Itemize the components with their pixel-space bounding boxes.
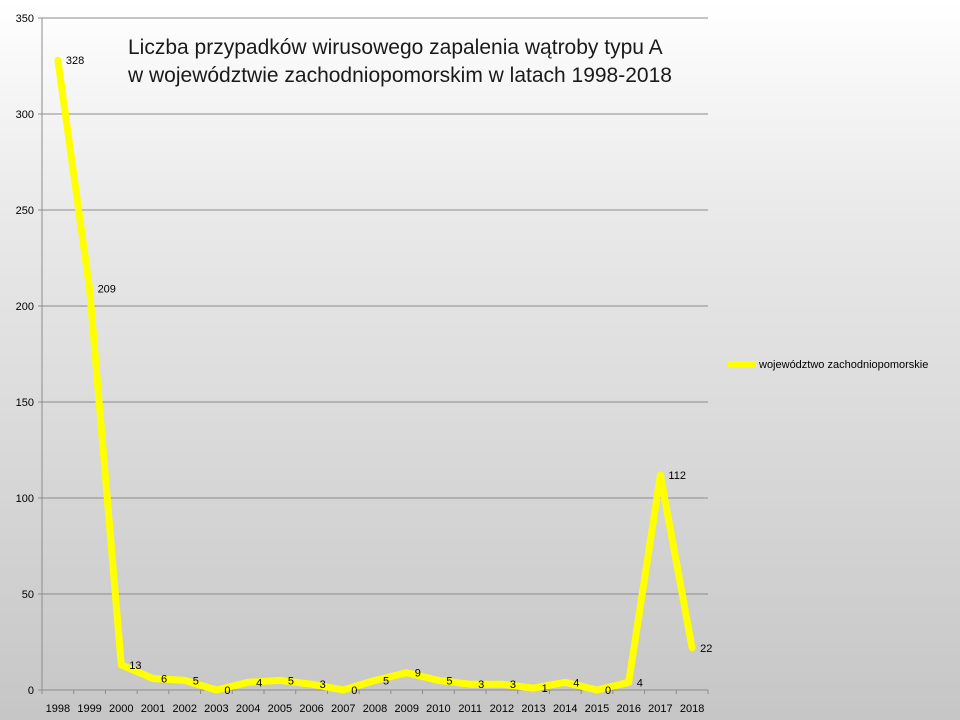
data-label-2016: 4	[637, 677, 643, 689]
data-label-2013: 1	[542, 683, 548, 695]
chart-title-line-1: Liczba przypadków wirusowego zapalenia w…	[128, 36, 663, 59]
y-tick-label-100: 100	[16, 493, 34, 505]
data-label-2009: 9	[415, 668, 421, 680]
x-tick-label-2015: 2015	[585, 703, 609, 715]
x-tick-label-2016: 2016	[616, 703, 640, 715]
x-tick-label-2017: 2017	[648, 703, 672, 715]
data-label-2014: 4	[573, 677, 579, 689]
data-labels: 328 209 13 6 5 0 4 5 3 0 5 9 5 3 3 1 4 0 4 112 22	[66, 55, 713, 697]
data-label-2017: 112	[668, 470, 686, 482]
x-tick-label-2002: 2002	[172, 703, 196, 715]
x-tick-label-2005: 2005	[268, 703, 292, 715]
x-tick-label-2008: 2008	[363, 703, 387, 715]
data-label-2015: 0	[605, 685, 611, 697]
data-label-2001: 6	[161, 673, 167, 685]
chart-title-line-2: w województwie zachodniopomorskim w lata…	[127, 64, 672, 87]
y-tick-label-300: 300	[16, 109, 34, 121]
data-label-2000: 13	[129, 660, 141, 672]
gridlines	[42, 17, 708, 595]
y-tick-label-200: 200	[16, 301, 34, 313]
y-axis-tick-labels: 0 50 100 150 200 250 300 350	[16, 13, 34, 697]
legend: województwo zachodniopomorskie	[728, 359, 928, 371]
data-label-2010: 5	[446, 675, 452, 687]
x-tick-label-2012: 2012	[490, 703, 514, 715]
legend-label: województwo zachodniopomorskie	[758, 359, 928, 371]
y-tick-label-350: 350	[16, 13, 34, 25]
x-tick-label-1999: 1999	[77, 703, 101, 715]
data-label-1999: 209	[98, 284, 116, 296]
axes	[38, 17, 709, 694]
y-tick-label-0: 0	[28, 685, 34, 697]
y-tick-label-50: 50	[22, 589, 34, 601]
x-tick-label-2011: 2011	[458, 703, 482, 715]
data-label-2005: 5	[288, 675, 294, 687]
x-tick-label-2003: 2003	[204, 703, 228, 715]
y-tick-label-250: 250	[16, 205, 34, 217]
y-tick-label-150: 150	[16, 397, 34, 409]
data-label-2006: 3	[320, 679, 326, 691]
x-tick-label-2004: 2004	[236, 703, 260, 715]
x-tick-label-1998: 1998	[46, 703, 70, 715]
series-lines	[54, 56, 696, 694]
series-line-0	[54, 56, 696, 694]
x-tick-label-2010: 2010	[426, 703, 450, 715]
data-label-2011: 3	[478, 679, 484, 691]
x-tick-label-2001: 2001	[141, 703, 165, 715]
chart-title: Liczba przypadków wirusowego zapalenia w…	[127, 36, 672, 87]
data-label-2007: 0	[351, 685, 357, 697]
x-tick-label-2009: 2009	[394, 703, 418, 715]
x-tick-label-2000: 2000	[109, 703, 133, 715]
x-axis-tick-labels: 1998 1999 2000 2001 2002 2003 2004 2005 2006 2007…	[46, 703, 705, 715]
data-label-2008: 5	[383, 675, 389, 687]
data-label-2018: 22	[700, 643, 712, 655]
x-tick-label-2006: 2006	[299, 703, 323, 715]
data-label-2003: 0	[224, 685, 230, 697]
data-label-2012: 3	[510, 679, 516, 691]
data-label-1998: 328	[66, 55, 84, 67]
x-tick-label-2014: 2014	[553, 703, 577, 715]
x-tick-label-2007: 2007	[331, 703, 355, 715]
data-label-2004: 4	[256, 677, 262, 689]
data-label-2002: 5	[193, 675, 199, 687]
x-tick-label-2013: 2013	[521, 703, 545, 715]
x-tick-label-2018: 2018	[680, 703, 704, 715]
